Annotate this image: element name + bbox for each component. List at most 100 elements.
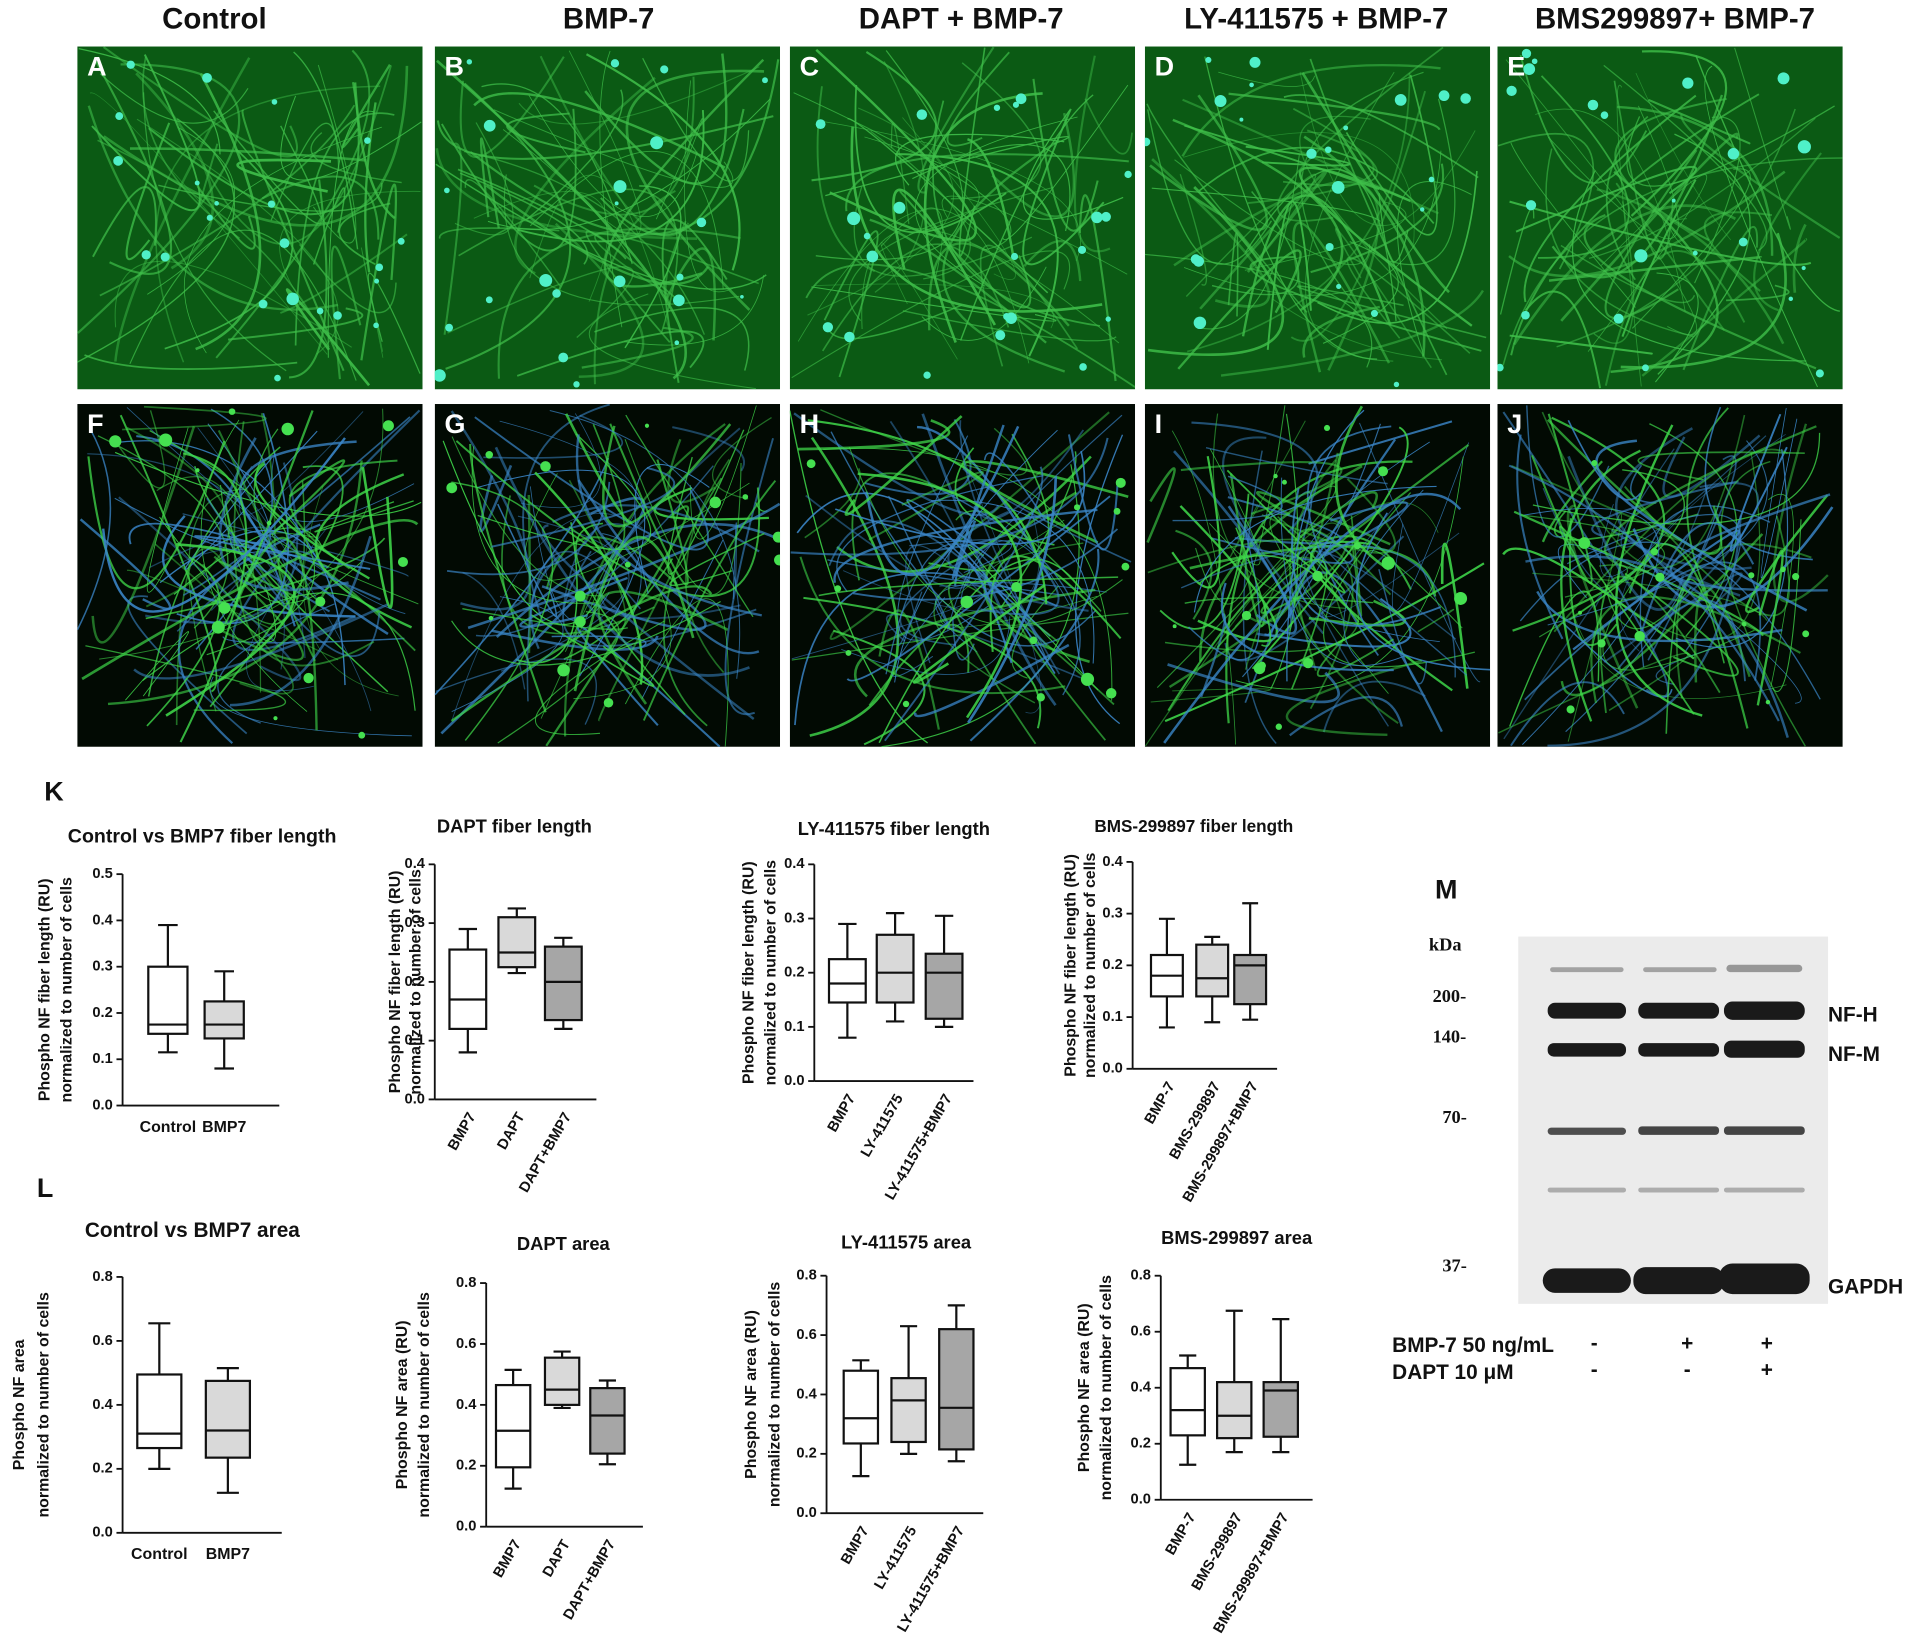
neurite [1146, 103, 1308, 313]
cell-body [466, 59, 473, 65]
neurite [1648, 98, 1751, 145]
band [1550, 967, 1624, 973]
neurite [128, 522, 329, 569]
neurite [1568, 598, 1787, 699]
neurite [624, 185, 682, 349]
neurite [593, 189, 676, 385]
y-tick-label: 0.0 [405, 1091, 425, 1107]
cell-body [214, 201, 219, 206]
cell-body [847, 211, 861, 226]
neurite [1182, 98, 1439, 215]
column-title: DAPT + BMP-7 [859, 3, 1064, 36]
neurite [1317, 170, 1478, 324]
band [1726, 964, 1803, 973]
y-tick-label: 0.0 [92, 1525, 112, 1541]
y-tick-label: 0.2 [405, 974, 425, 990]
neurite [1228, 92, 1441, 131]
neurite [1220, 289, 1484, 377]
neurite [1324, 501, 1409, 557]
neurite [896, 591, 923, 647]
micrographs: A B C D E F G H I J [77, 46, 1843, 747]
neurite [805, 263, 1136, 388]
neurite [364, 102, 377, 273]
neurite [602, 423, 732, 528]
cell-body [281, 422, 294, 436]
neurite [625, 69, 765, 311]
y-tick-label: 0.8 [456, 1275, 476, 1291]
neurite [959, 94, 1094, 341]
neurite [684, 458, 730, 674]
neurite [458, 188, 679, 333]
cell-body [195, 468, 200, 473]
cell-body [1253, 662, 1266, 675]
cell-body [1394, 94, 1407, 106]
cell-body [1249, 56, 1261, 68]
box [827, 958, 867, 1004]
neurite [1183, 150, 1442, 296]
panel-letter: F [87, 409, 103, 439]
neurite [125, 631, 189, 701]
y-axis-label: Phospho NF area (RU) [394, 1320, 411, 1489]
cell-body [762, 77, 768, 84]
neurite [1537, 75, 1630, 259]
neurite [1022, 109, 1124, 220]
neurite [1560, 449, 1641, 722]
neurite [1568, 469, 1685, 621]
neurite [1391, 442, 1470, 612]
neurite [529, 174, 671, 335]
cell-body [1780, 566, 1786, 573]
neurite [314, 500, 414, 533]
neurite [1734, 47, 1791, 230]
cell-body [1091, 211, 1103, 224]
neurite [1151, 187, 1381, 222]
neurite [641, 540, 724, 699]
neurite [575, 434, 763, 617]
neurite [842, 508, 1040, 612]
cell-body [485, 296, 493, 304]
neurite [1199, 554, 1360, 623]
blot-bands [1542, 964, 1810, 1295]
neurite [1226, 469, 1346, 594]
band [1638, 1043, 1720, 1057]
box [1233, 953, 1268, 1006]
band [1547, 1127, 1627, 1135]
x-tick-label: Control [131, 1546, 188, 1563]
y-tick-label: 0.6 [92, 1333, 112, 1349]
band [1723, 1001, 1805, 1020]
neurite [1669, 493, 1831, 592]
cell-body [742, 494, 749, 500]
marker-label: 37- [1442, 1255, 1466, 1275]
neurite [1760, 408, 1798, 579]
neurite [464, 150, 705, 335]
neurite [194, 535, 371, 570]
box [497, 916, 537, 969]
neurite [1541, 411, 1746, 569]
cell-body [614, 201, 619, 206]
cell-body [364, 137, 371, 144]
x-tick-label: BMP-7 [1163, 1510, 1200, 1558]
cell-body [844, 331, 855, 343]
neurite [1547, 105, 1679, 240]
neurite [491, 466, 676, 548]
cell-body [1815, 369, 1824, 378]
neurite [841, 616, 1011, 675]
cell-body [610, 59, 620, 68]
band-label: NF-H [1828, 1004, 1878, 1027]
neurite [895, 153, 1059, 357]
box [494, 1383, 532, 1469]
cell-body [834, 585, 842, 593]
micrograph [1497, 404, 1843, 747]
cell-body [1521, 48, 1532, 59]
y-tick-label: 0.3 [784, 910, 804, 926]
neurite [1616, 84, 1642, 387]
neurite [588, 293, 757, 390]
neurite [529, 554, 561, 650]
neurite [288, 459, 398, 570]
neurite [114, 57, 251, 362]
box [1215, 1381, 1253, 1440]
box [147, 965, 189, 1035]
neurite [1602, 555, 1755, 671]
neurite [312, 187, 346, 265]
x-tick-label: BMP7 [491, 1537, 525, 1580]
neurite [125, 122, 171, 261]
